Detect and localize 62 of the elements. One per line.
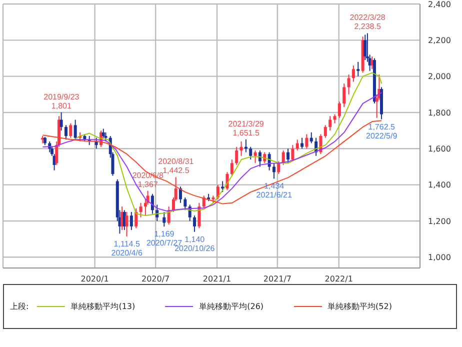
annotation: 2022/3/28 2,238.5: [350, 13, 386, 32]
candlestick: [179, 186, 182, 204]
candlestick: [296, 139, 299, 151]
candlestick: [64, 124, 68, 140]
candlestick: [305, 134, 308, 150]
candlestick: [338, 101, 341, 118]
candlestick: [216, 184, 220, 200]
y-tick-label: 1,800: [428, 108, 451, 118]
y-tick-label: 1,400: [428, 180, 451, 190]
x-tick-label: 2020/7: [142, 274, 170, 284]
candlestick: [125, 211, 128, 237]
candlestick: [184, 196, 187, 211]
candlestick: [364, 34, 367, 61]
legend-title: 上段:: [10, 301, 29, 312]
annotation: 2019/9/23 1,801: [44, 92, 80, 110]
y-tick-label: 2,000: [428, 72, 451, 82]
annotation: 2021/3/29 1,651.5: [228, 119, 264, 138]
candlestick: [221, 180, 224, 193]
candlestick: [277, 160, 280, 174]
candlestick: [139, 202, 142, 218]
candlestick: [347, 74, 350, 95]
candlestick: [249, 146, 252, 160]
candlestick: [104, 132, 108, 142]
y-tick-label: 1,600: [428, 144, 451, 154]
candlestick: [69, 122, 72, 138]
candlestick: [60, 112, 63, 132]
y-tick-label: 2,200: [428, 36, 451, 46]
annotation: 1,434 2021/6/21: [256, 182, 292, 200]
candlestick: [134, 208, 138, 229]
candlestick: [150, 193, 154, 214]
candlestick: [230, 159, 234, 176]
legend-label: 単純移動平均(26): [199, 301, 264, 312]
candlestick: [235, 146, 238, 166]
candlestick: [328, 116, 332, 132]
candlestick: [198, 202, 201, 229]
x-tick-label: 2021/7: [263, 274, 292, 284]
candlestick: [310, 132, 313, 144]
x-tick-label: 2022/1: [324, 274, 353, 284]
candlestick: [356, 61, 360, 77]
candlestick: [272, 162, 276, 180]
candlestick: [324, 124, 327, 138]
y-tick-label: 1,200: [428, 216, 451, 226]
candlestick: [286, 148, 290, 164]
legend-label: 単純移動平均(52): [328, 301, 392, 312]
candlestick: [333, 114, 336, 124]
candlestick: [352, 64, 355, 82]
candlestick: [291, 144, 294, 162]
x-tick-label: 2020/1: [80, 274, 109, 284]
y-tick-label: 2,400: [428, 0, 451, 9]
candlestick: [162, 211, 166, 228]
legend-label: 単純移動平均(13): [70, 301, 136, 312]
candlestick: [193, 215, 196, 232]
candlestick: [130, 211, 133, 231]
y-tick-label: 1,000: [428, 252, 451, 262]
candlestick: [300, 137, 304, 150]
annotation: 1,114.5 2020/4/6: [111, 239, 143, 258]
candlestick: [342, 83, 346, 108]
candlestick: [254, 150, 257, 164]
annotation: 1,762.5 2022/5/9: [366, 122, 398, 140]
x-tick-label: 2021/1: [202, 274, 232, 284]
candlestick: [102, 128, 105, 138]
candlestick: [240, 140, 243, 156]
